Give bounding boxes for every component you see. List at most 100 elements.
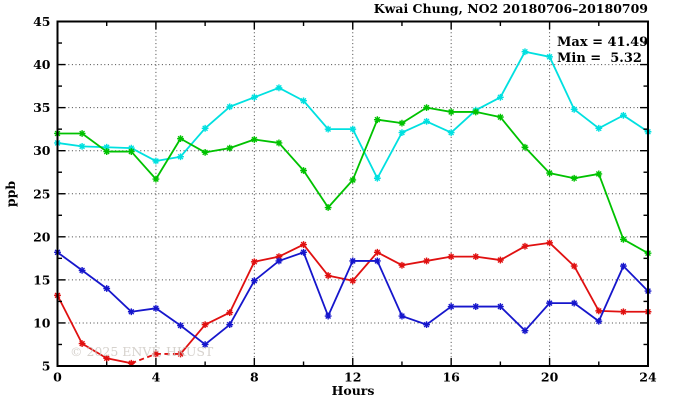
- blue-series-marker: [103, 285, 111, 292]
- red-series-marker: [127, 359, 135, 367]
- blue-series-marker: [127, 308, 135, 316]
- blue-series-segment: [278, 251, 304, 262]
- y-tick-label: 5: [42, 359, 51, 374]
- green-series-segment: [327, 179, 354, 209]
- series-layer: [54, 48, 652, 367]
- x-axis-label: Hours: [332, 383, 375, 398]
- red-series-segment: [278, 243, 304, 258]
- green-series-marker: [423, 104, 430, 112]
- cyan-series-segment: [475, 96, 501, 112]
- cyan-series-segment: [82, 145, 107, 149]
- grid-layer: [57, 21, 648, 366]
- green-series-segment: [180, 137, 206, 154]
- cyan-series-segment: [426, 120, 452, 134]
- cyan-series-segment: [524, 50, 550, 58]
- green-series-segment: [426, 106, 452, 113]
- blue-series-segment: [524, 302, 551, 332]
- red-series-segment: [228, 261, 256, 313]
- y-tick-label: 30: [33, 143, 51, 158]
- red-series-marker: [423, 257, 430, 265]
- blue-series-segment: [302, 251, 329, 317]
- red-series: [54, 239, 652, 367]
- blue-series-marker: [570, 299, 578, 307]
- x-tick-label: 0: [53, 370, 62, 385]
- green-series-marker: [78, 130, 86, 137]
- blue-series-marker: [324, 312, 332, 320]
- green-series-marker: [324, 204, 332, 211]
- y-axis-label: ppb: [3, 181, 18, 207]
- red-series-marker: [78, 340, 86, 348]
- red-series-marker: [103, 354, 111, 362]
- green-series-segment: [622, 238, 649, 254]
- blue-series-marker: [546, 299, 553, 307]
- green-series-marker: [496, 113, 504, 121]
- blue-series-marker: [349, 257, 357, 265]
- red-series-marker: [177, 350, 184, 358]
- cyan-series-marker: [275, 84, 283, 92]
- blue-series-marker: [275, 257, 283, 265]
- blue-series-marker: [447, 303, 455, 310]
- green-series-segment: [377, 118, 403, 125]
- green-series-marker: [546, 169, 553, 177]
- blue-series-marker: [250, 277, 258, 285]
- green-series-marker: [447, 108, 455, 116]
- red-series-marker: [546, 239, 553, 247]
- green-series-segment: [597, 173, 625, 240]
- green-series-marker: [619, 235, 627, 243]
- cyan-series-segment: [278, 87, 304, 102]
- cyan-series-segment: [401, 120, 427, 134]
- cyan-series-segment: [130, 147, 157, 162]
- green-series-segment: [254, 138, 280, 144]
- green-series-marker: [570, 174, 578, 182]
- green-series: [54, 104, 652, 257]
- red-series-marker: [152, 350, 160, 358]
- cyan-series-marker: [152, 157, 160, 165]
- green-series-segment: [130, 150, 157, 180]
- y-tick-label: 45: [33, 14, 50, 29]
- blue-series-segment: [597, 265, 625, 322]
- x-tick-label: 8: [250, 370, 259, 385]
- x-tick-label: 4: [152, 370, 161, 385]
- blue-series-segment: [228, 280, 256, 326]
- blue-series-segment: [155, 307, 182, 327]
- cyan-series-segment: [204, 106, 231, 129]
- blue-series-marker: [472, 303, 480, 310]
- cyan-series-segment: [106, 146, 132, 150]
- red-series-segment: [81, 342, 108, 360]
- green-series-marker: [349, 176, 357, 184]
- cyan-series-marker: [177, 153, 184, 161]
- red-series-segment: [376, 251, 403, 267]
- red-series-marker: [275, 253, 283, 261]
- red-series-marker: [250, 258, 258, 266]
- max-annotation: Max = 41.49: [557, 35, 648, 50]
- green-series-segment: [204, 147, 230, 154]
- red-series-marker: [472, 253, 480, 261]
- blue-series-segment: [131, 307, 157, 313]
- x-tick-label: 12: [344, 370, 361, 385]
- green-series-segment: [549, 172, 575, 180]
- cyan-series-marker: [521, 48, 529, 56]
- blue-series-segment: [376, 260, 403, 317]
- red-series-marker: [496, 256, 504, 264]
- y-tick-label: 40: [33, 57, 51, 72]
- y-tick-label: 35: [33, 100, 50, 115]
- cyan-series-segment: [450, 109, 477, 134]
- cyan-series-segment: [499, 51, 526, 98]
- blue-series-segment: [204, 323, 231, 346]
- cyan-series-segment: [229, 96, 255, 108]
- cyan-series-marker: [595, 124, 603, 132]
- tick-label-layer: 0 4 8 12 16 20 24 5 10 15 20 25 30 35 40 45: [33, 14, 657, 385]
- green-series-segment: [155, 138, 182, 180]
- blue-series-segment: [253, 260, 280, 282]
- green-series-segment: [229, 138, 255, 149]
- y-tick-label: 25: [33, 186, 50, 201]
- green-series-marker: [226, 144, 234, 152]
- green-series-segment: [574, 173, 599, 180]
- blue-series-segment: [401, 315, 427, 326]
- green-series-marker: [250, 136, 258, 143]
- cyan-series-marker: [127, 144, 135, 152]
- green-series-marker: [103, 148, 111, 155]
- green-series-marker: [472, 108, 480, 116]
- red-series-marker: [595, 307, 603, 315]
